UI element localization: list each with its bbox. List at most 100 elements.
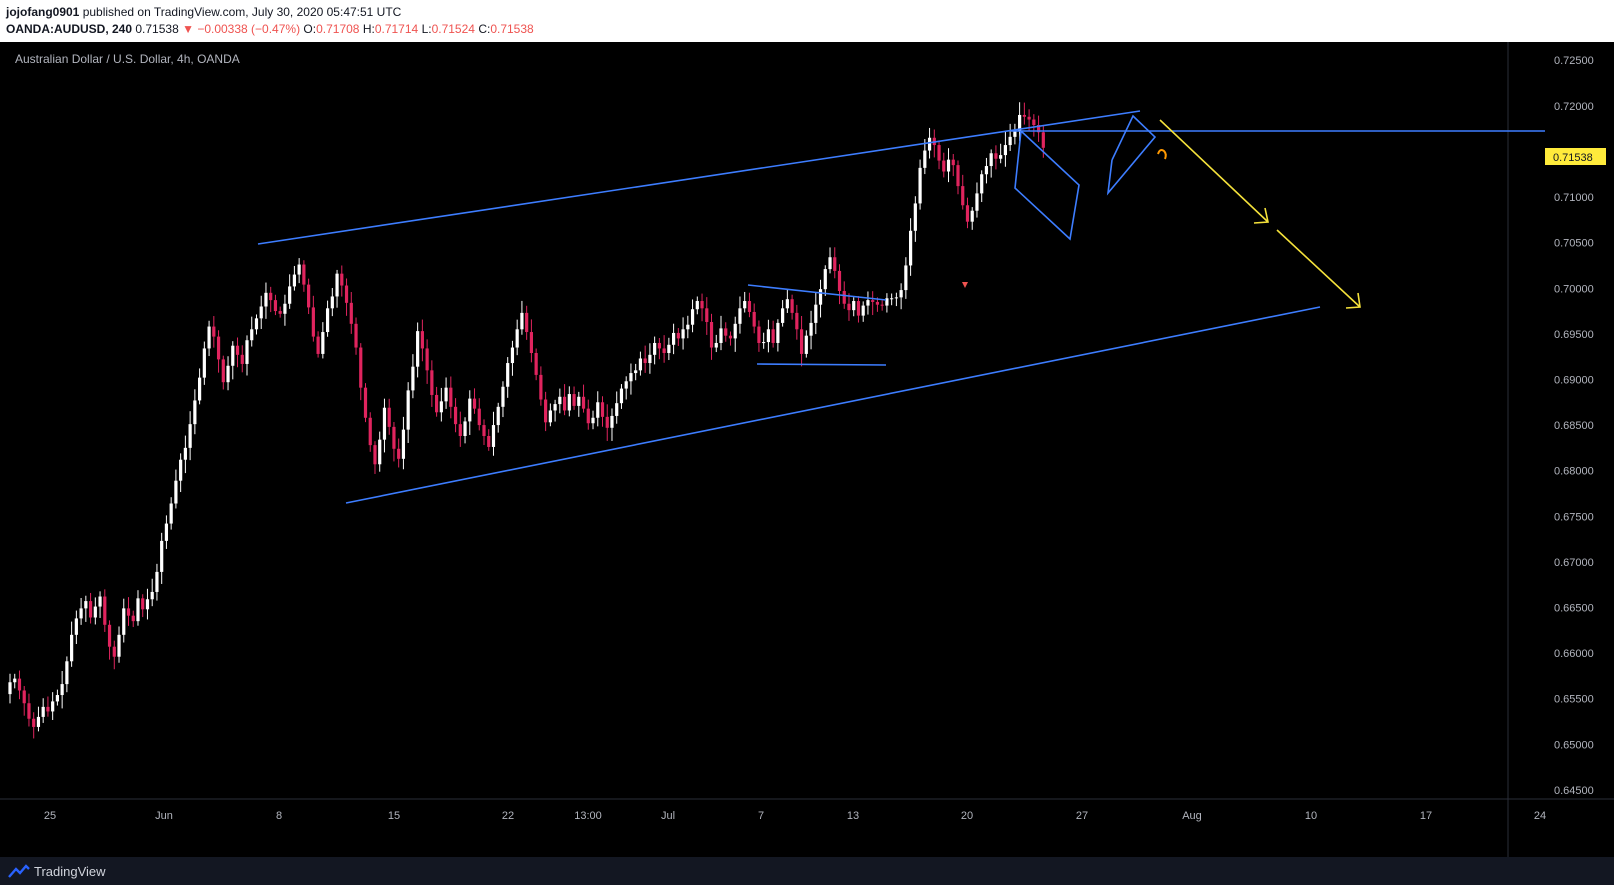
candle-body <box>145 599 150 610</box>
candle-body <box>22 690 26 704</box>
last-price: 0.71538 <box>135 22 179 36</box>
candle-body <box>994 153 998 159</box>
channel-upper-line[interactable] <box>257 110 1141 245</box>
candle-body <box>804 335 808 354</box>
candle-body <box>406 390 410 430</box>
candle-body <box>387 407 391 427</box>
candle-body <box>833 257 837 271</box>
candle-body <box>875 301 880 305</box>
candle-body <box>430 370 434 395</box>
candle-body <box>226 365 230 383</box>
candle-body <box>553 404 557 411</box>
candle-body <box>937 145 941 161</box>
close-label: C: <box>478 22 491 36</box>
candle-body <box>46 706 50 712</box>
candle-body <box>852 301 856 311</box>
candle-body <box>733 323 737 339</box>
open-value: 0.71708 <box>316 22 360 36</box>
y-tick-label: 0.69500 <box>1554 329 1594 341</box>
candle-body <box>757 326 761 343</box>
brand-name[interactable]: TradingView <box>34 864 106 879</box>
candle-body <box>510 347 515 364</box>
arrowhead-2 <box>1345 292 1361 309</box>
candle-body <box>686 324 690 330</box>
candle-body <box>477 408 481 426</box>
projection-arrow-1[interactable] <box>1159 119 1269 223</box>
candle-body <box>316 336 320 354</box>
x-tick-label: Jun <box>155 810 173 822</box>
candle-body <box>1008 136 1012 146</box>
candle-body <box>378 439 382 465</box>
projection-arrow-2[interactable] <box>1276 229 1361 308</box>
candle-body <box>989 153 993 167</box>
candle-body <box>581 396 586 409</box>
candle-body <box>624 381 628 389</box>
y-tick-label: 0.71000 <box>1554 192 1594 204</box>
flag-pattern[interactable] <box>1014 130 1080 241</box>
candle-body <box>653 342 657 355</box>
candle-body <box>8 682 12 695</box>
x-tick-label: 10 <box>1305 810 1317 822</box>
candle-body <box>373 445 377 465</box>
x-tick-label: 25 <box>44 810 56 822</box>
candle-body <box>93 606 97 618</box>
candle-body <box>278 311 282 314</box>
x-tick-label: 24 <box>1534 810 1546 822</box>
candle-body <box>728 335 733 339</box>
candle-body <box>482 425 486 437</box>
candle-body <box>529 332 533 354</box>
candle-body <box>449 387 453 407</box>
y-tick-label: 0.72000 <box>1554 101 1594 113</box>
candle-body <box>525 312 529 333</box>
candle-body <box>444 387 448 402</box>
candle-body <box>766 329 770 343</box>
x-tick-label: 8 <box>276 810 282 822</box>
price-chart[interactable]: Australian Dollar / U.S. Dollar, 4h, OAN… <box>0 42 1614 857</box>
candle-body <box>866 300 870 306</box>
candle-body <box>667 344 671 354</box>
candle-body <box>88 601 93 618</box>
candle-body <box>700 301 704 309</box>
chart-area[interactable]: Australian Dollar / U.S. Dollar, 4h, OAN… <box>0 42 1614 857</box>
candle-body <box>112 646 116 657</box>
candle-body <box>311 307 315 337</box>
candle-body <box>961 186 965 206</box>
candle-body <box>240 354 244 364</box>
candle-body <box>216 336 221 360</box>
candle-body <box>117 634 121 657</box>
triangle-lower-line[interactable] <box>756 363 887 366</box>
candle-body <box>562 396 567 411</box>
wedge-pattern[interactable] <box>1106 114 1157 196</box>
candle-body <box>103 596 107 625</box>
triangle-upper-line[interactable] <box>747 284 887 301</box>
y-tick-label: 0.66500 <box>1554 602 1594 614</box>
candle-body <box>762 342 766 344</box>
candle-body <box>790 299 794 313</box>
candle-body <box>714 342 718 348</box>
candle-body <box>27 703 31 719</box>
channel-lower-line[interactable] <box>345 306 1321 504</box>
candle-body <box>416 331 420 367</box>
candle-body <box>776 322 780 343</box>
price-tag-background <box>1545 148 1606 165</box>
candle-body <box>909 230 913 266</box>
candle-body <box>899 290 903 298</box>
candle-body <box>676 332 680 339</box>
y-tick-label: 0.68000 <box>1554 466 1594 478</box>
tradingview-logo-icon[interactable] <box>8 864 30 878</box>
candle-body <box>297 264 301 275</box>
candle-body <box>307 284 311 308</box>
candle-body <box>818 289 823 305</box>
candle-body <box>965 205 970 222</box>
candle-body <box>861 305 865 316</box>
candle-body <box>349 302 353 324</box>
candle-body <box>420 331 424 349</box>
x-tick-label: 20 <box>961 810 973 822</box>
candle-body <box>335 273 339 297</box>
author-name[interactable]: jojofang0901 <box>6 5 80 19</box>
candle-body <box>548 410 552 423</box>
candle-body <box>212 326 216 337</box>
candle-body <box>672 332 676 345</box>
candle-body <box>273 300 278 312</box>
candle-body <box>245 340 249 364</box>
